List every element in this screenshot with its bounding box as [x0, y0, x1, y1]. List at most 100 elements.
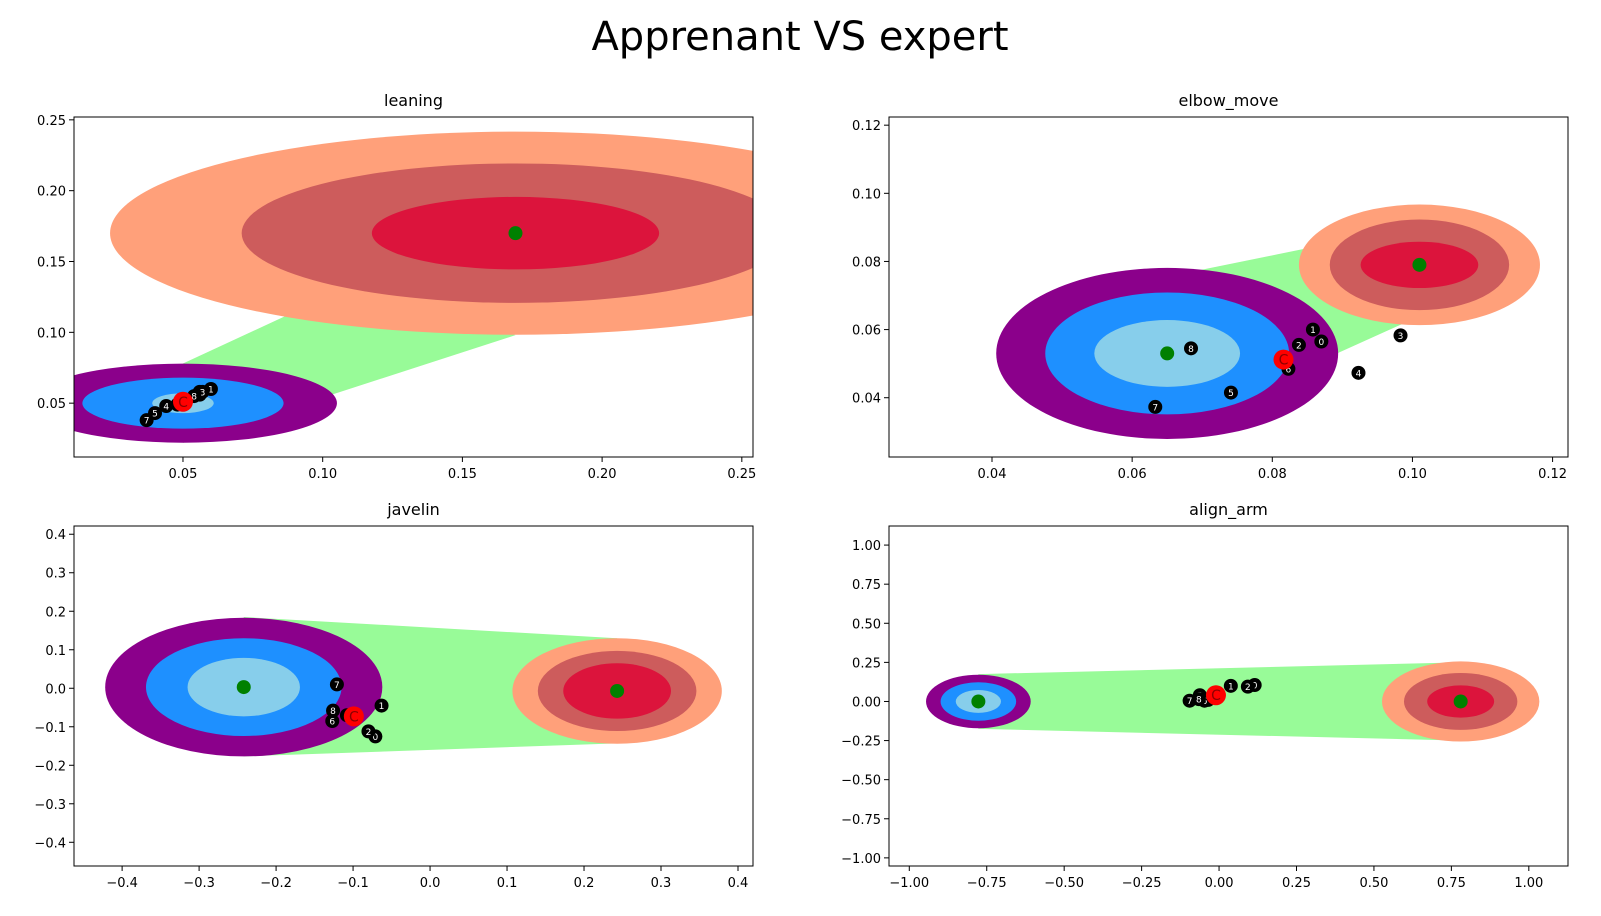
- y-tick-label: −0.25: [841, 735, 881, 750]
- data-point: [1393, 328, 1408, 343]
- y-tick-label: 0.15: [37, 256, 66, 271]
- data-point-label: 1: [1310, 326, 1316, 336]
- x-tick-label: 1.00: [1514, 876, 1543, 891]
- x-tick-label: −0.2: [260, 876, 292, 891]
- data-point-label: 5: [1228, 389, 1234, 399]
- y-tick-label: −0.2: [34, 759, 66, 774]
- data-point-label: 3: [1398, 332, 1404, 342]
- y-tick-label: 0.10: [37, 326, 66, 341]
- data-point-label: 6: [1286, 365, 1292, 375]
- subplot-javelin: javelin012345678C−0.4−0.3−0.2−0.10.00.10…: [34, 500, 754, 891]
- y-tick-label: 0.25: [852, 656, 881, 671]
- data-point-label: 2: [1296, 341, 1302, 351]
- x-tick-label: −0.3: [183, 876, 215, 891]
- data-point-label: 1: [208, 386, 214, 396]
- data-point: [329, 677, 344, 692]
- data-point: [374, 698, 389, 713]
- y-tick-label: 0.75: [852, 578, 881, 593]
- subplot-title: elbow_move: [1178, 91, 1278, 111]
- current-point: [1273, 349, 1294, 370]
- subplot-leaning: leaning012345678C0.050.100.150.200.250.0…: [37, 91, 756, 482]
- x-tick-label: 0.10: [308, 467, 337, 482]
- y-tick-label: 0.08: [852, 255, 881, 270]
- data-point: [1314, 334, 1329, 349]
- subplot-align-arm: align_arm012345678C−1.00−0.75−0.50−0.250…: [841, 500, 1569, 891]
- subplot-title: align_arm: [1189, 500, 1268, 520]
- data-point-label: 4: [163, 403, 169, 413]
- data-point: [1223, 385, 1238, 400]
- x-tick-label: −0.1: [337, 876, 369, 891]
- y-tick-label: 0.10: [852, 187, 881, 202]
- y-tick-label: 0.3: [45, 567, 66, 582]
- y-tick-label: 0.1: [45, 644, 66, 659]
- current-point-label: C: [349, 709, 359, 725]
- y-tick-label: 0.04: [852, 392, 881, 407]
- y-tick-label: 1.00: [852, 539, 881, 554]
- y-tick-label: 0.06: [852, 324, 881, 339]
- data-point: [1148, 399, 1163, 414]
- data-point-label: 7: [1152, 403, 1158, 413]
- data-point: [139, 413, 154, 428]
- x-tick-label: −0.4: [106, 876, 138, 891]
- plot-area: 012 3 4 5 6 7 8 C: [996, 204, 1540, 439]
- axes-frame: [888, 116, 1569, 458]
- data-point-label: 8: [1188, 345, 1194, 355]
- expert-center-point: [1412, 257, 1427, 272]
- current-point-label: C: [178, 395, 188, 411]
- data-point-label: 7: [144, 417, 150, 427]
- x-tick-label: 0.25: [1282, 876, 1311, 891]
- y-tick-label: −0.50: [841, 774, 881, 789]
- axes-frame: [73, 525, 754, 867]
- data-point: [1184, 341, 1199, 356]
- learner-center-point: [236, 680, 251, 695]
- learner-center-point: [971, 694, 986, 709]
- x-tick-label: 0.75: [1437, 876, 1466, 891]
- data-point-label: 4: [1356, 369, 1362, 379]
- current-point: [1205, 685, 1226, 706]
- data-point-label: 7: [334, 681, 340, 691]
- x-tick-label: −1.00: [889, 876, 929, 891]
- data-point: [325, 713, 340, 728]
- y-tick-label: 0.2: [45, 605, 66, 620]
- y-tick-label: −0.4: [34, 836, 66, 851]
- x-tick-label: 0.4: [728, 876, 749, 891]
- x-tick-label: −0.25: [1122, 876, 1162, 891]
- data-point-label: 7: [1187, 697, 1193, 707]
- data-point: [326, 703, 341, 718]
- current-point-label: C: [1279, 353, 1289, 369]
- y-tick-label: 0.00: [852, 695, 881, 710]
- x-tick-label: 0.0: [420, 876, 441, 891]
- x-tick-label: 0.1: [497, 876, 518, 891]
- current-point: [172, 391, 193, 412]
- data-point-label: 2: [366, 728, 372, 738]
- y-tick-label: −0.75: [841, 813, 881, 828]
- x-tick-label: 0.05: [168, 467, 197, 482]
- data-point-label: 8: [1196, 696, 1202, 706]
- current-point: [343, 706, 364, 727]
- x-tick-label: 0.3: [651, 876, 672, 891]
- data-point-label: 1: [379, 702, 385, 712]
- x-tick-label: −0.50: [1044, 876, 1084, 891]
- x-tick-label: 0.25: [727, 467, 756, 482]
- x-tick-label: 0.10: [1398, 467, 1427, 482]
- y-tick-label: 0.0: [45, 682, 66, 697]
- x-tick-label: 0.12: [1538, 467, 1567, 482]
- y-tick-label: 0.25: [37, 114, 66, 129]
- data-point-label: 6: [329, 717, 335, 727]
- x-tick-label: 0.15: [448, 467, 477, 482]
- data-point-label: 8: [191, 393, 197, 403]
- expert-center-point: [508, 226, 523, 241]
- y-tick-label: 0.20: [37, 185, 66, 200]
- x-tick-label: 0.50: [1359, 876, 1388, 891]
- learner-center-point: [1160, 346, 1175, 361]
- x-tick-label: 0.08: [1258, 467, 1287, 482]
- data-point: [159, 399, 174, 413]
- data-point-label: 0: [1318, 338, 1324, 348]
- x-tick-label: 0.2: [574, 876, 595, 891]
- data-point: [1351, 365, 1366, 380]
- y-tick-label: −0.1: [34, 721, 66, 736]
